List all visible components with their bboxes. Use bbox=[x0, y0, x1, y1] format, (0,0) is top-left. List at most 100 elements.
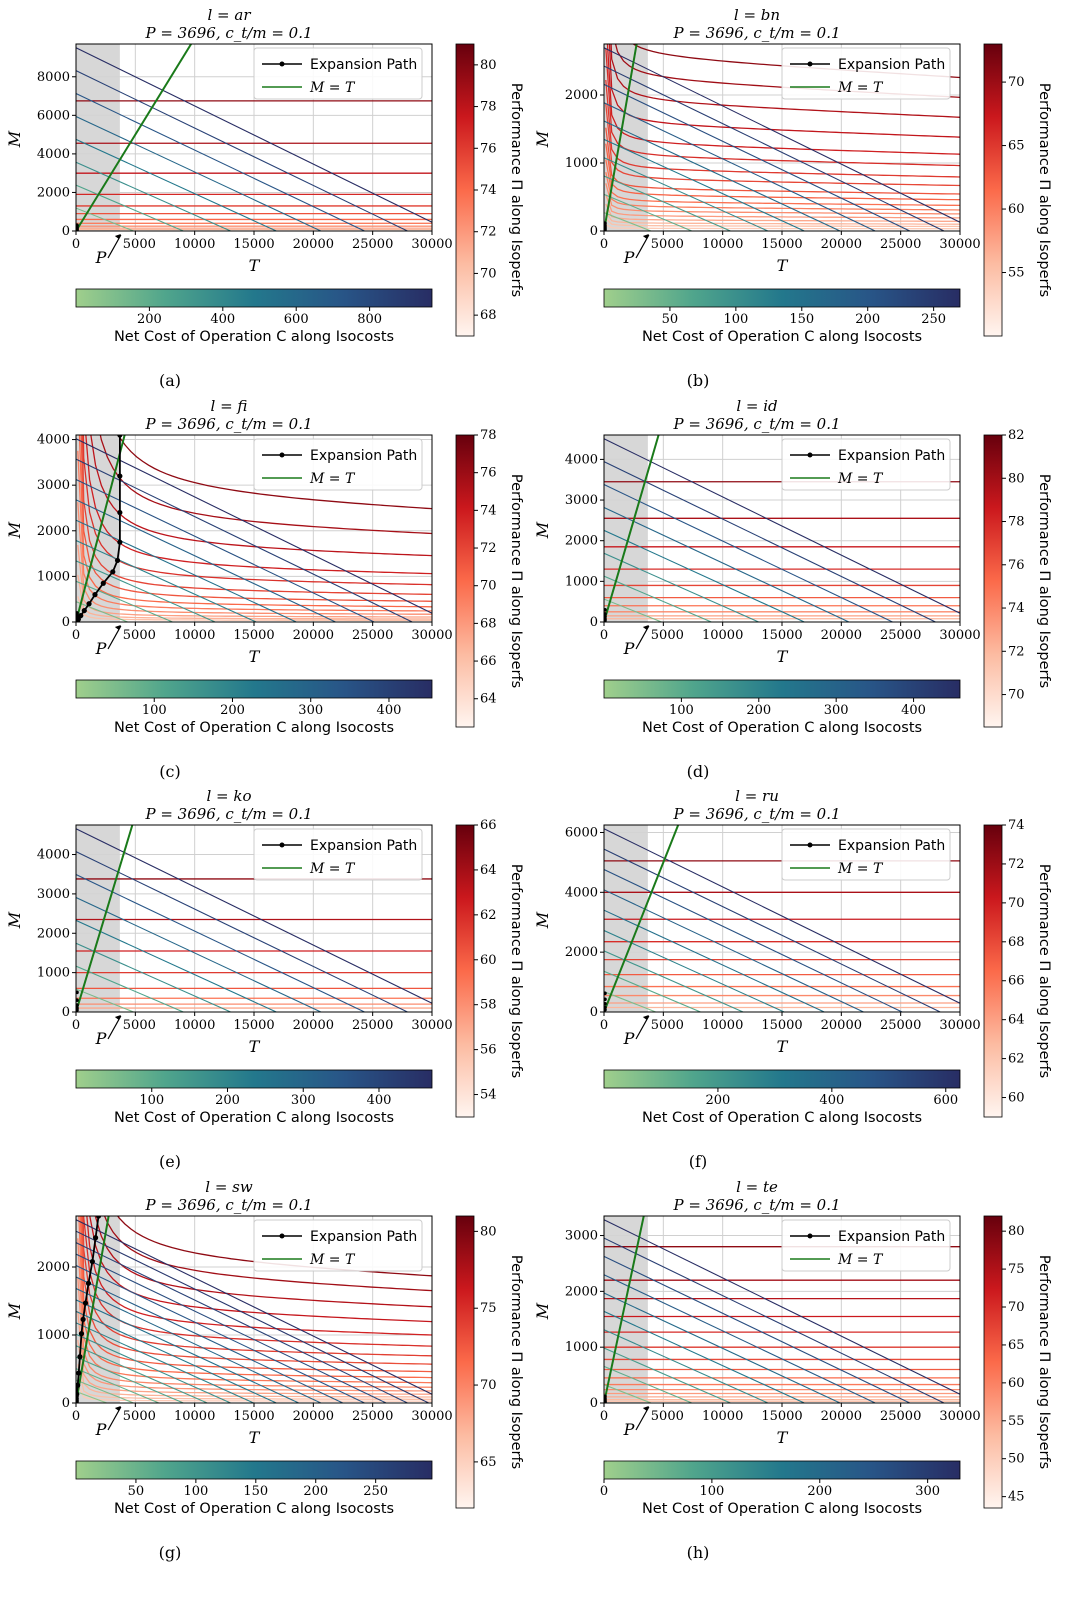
isocost-line bbox=[604, 1310, 805, 1403]
perf-tick-label: 70 bbox=[480, 579, 497, 594]
cost-colorbar-label: Net Cost of Operation C along Isocosts bbox=[114, 720, 394, 736]
perf-tick-label: 80 bbox=[1008, 1224, 1025, 1239]
axis-point bbox=[76, 228, 79, 231]
cost-colorbar bbox=[603, 679, 961, 699]
plot-subtitle: P = 3696, c_t/m = 0.1 bbox=[672, 415, 840, 433]
axis-point bbox=[604, 991, 607, 996]
x-tick-label: 30000 bbox=[411, 1018, 452, 1033]
x-tick-label: 10000 bbox=[174, 237, 215, 252]
x-axis-label: T bbox=[249, 647, 261, 666]
shaded-region bbox=[604, 435, 648, 622]
y-tick-label: 2000 bbox=[37, 1260, 70, 1275]
isocost-line bbox=[604, 930, 785, 1012]
cost-colorbar-label: Net Cost of Operation C along Isocosts bbox=[642, 720, 922, 736]
perf-colorbar bbox=[455, 43, 475, 337]
x-tick-label: 5000 bbox=[651, 1018, 684, 1033]
isoperf-line bbox=[605, 48, 960, 167]
expansion-point bbox=[78, 1331, 85, 1337]
x-tick-label: 5000 bbox=[123, 1409, 156, 1424]
subplot-f: l = ruP = 3696, c_t/m = 0.1 0 5000 10000 150… bbox=[533, 787, 1052, 1171]
perf-tick-label: 70 bbox=[1008, 1300, 1025, 1315]
perf-tick-label: 75 bbox=[480, 1301, 497, 1316]
isocost-line bbox=[76, 851, 408, 1012]
isocost-line bbox=[76, 47, 432, 223]
perf-tick-label: 60 bbox=[1008, 202, 1025, 217]
isocost-line bbox=[76, 458, 413, 622]
legend: Expansion Path M = T bbox=[253, 828, 423, 881]
perf-tick-label: 54 bbox=[480, 1088, 497, 1103]
x-tick-label: 30000 bbox=[939, 237, 980, 252]
isoperf-line bbox=[85, 435, 432, 575]
x-tick-label: 0 bbox=[72, 628, 80, 643]
perf-tick-label: 78 bbox=[480, 100, 497, 115]
isoperf-line bbox=[77, 502, 432, 615]
perf-colorbar bbox=[455, 1215, 475, 1509]
y-tick-label: 1000 bbox=[565, 574, 598, 589]
perf-colorbar-label: Performance Π along Isoperfs bbox=[508, 83, 524, 297]
expansion-point bbox=[76, 1382, 81, 1388]
x-axis-label: T bbox=[777, 1037, 789, 1056]
expansion-point bbox=[80, 1316, 86, 1322]
isocost-line bbox=[604, 950, 744, 1012]
isocost-line bbox=[604, 157, 769, 231]
y-tick-label: 0 bbox=[590, 615, 598, 630]
mt-line bbox=[76, 44, 192, 231]
subplot-a: l = arP = 3696, c_t/m = 0.1 0 5000 10000 150… bbox=[5, 6, 524, 390]
perf-tick-label: 56 bbox=[480, 1043, 497, 1058]
isocost-line bbox=[604, 1219, 960, 1395]
y-tick-label: 0 bbox=[590, 1396, 598, 1411]
perf-tick-label: 70 bbox=[1008, 896, 1025, 911]
isocost-line bbox=[76, 1368, 160, 1403]
isocost-line bbox=[76, 1379, 134, 1403]
legend-expansion-label: Expansion Path bbox=[838, 57, 945, 73]
isocost-line bbox=[604, 529, 805, 622]
isocost-line bbox=[76, 1242, 408, 1403]
y-axis-label: M bbox=[533, 521, 552, 539]
cost-tick-label: 400 bbox=[367, 1093, 392, 1108]
plot-subtitle: P = 3696, c_t/m = 0.1 bbox=[144, 24, 312, 42]
isoperf-line bbox=[610, 44, 960, 118]
y-tick-label: 0 bbox=[62, 1396, 70, 1411]
legend: Expansion Path M = T bbox=[781, 438, 951, 491]
legend-mt-label: M = T bbox=[837, 861, 884, 877]
cost-colorbar-label: Net Cost of Operation C along Isocosts bbox=[114, 1501, 394, 1517]
plot-title: l = te bbox=[736, 1178, 778, 1196]
perf-colorbar-label: Performance Π along Isoperfs bbox=[508, 474, 524, 688]
y-tick-label: 1000 bbox=[37, 966, 70, 981]
x-tick-label: 10000 bbox=[174, 1409, 215, 1424]
x-tick-label: 10000 bbox=[702, 628, 743, 643]
axis-point bbox=[604, 997, 607, 1002]
isocost-line bbox=[604, 848, 941, 1012]
cost-tick-label: 200 bbox=[807, 1484, 832, 1499]
perf-tick-label: 68 bbox=[480, 308, 497, 323]
x-tick-label: 0 bbox=[72, 1409, 80, 1424]
isoperf-line bbox=[77, 1276, 432, 1392]
x-tick-label: 10000 bbox=[702, 237, 743, 252]
y-tick-label: 2000 bbox=[565, 88, 598, 103]
y-axis-label: M bbox=[5, 1302, 24, 1320]
perf-tick-label: 70 bbox=[1008, 75, 1025, 90]
x-tick-label: 25000 bbox=[880, 1409, 921, 1424]
axis-point bbox=[76, 1003, 79, 1007]
legend-expansion-label: Expansion Path bbox=[310, 448, 417, 464]
legend: Expansion Path M = T bbox=[781, 47, 951, 100]
mt-line bbox=[604, 44, 638, 231]
p-arrowhead bbox=[642, 1015, 649, 1020]
cost-tick-label: 800 bbox=[357, 312, 382, 327]
x-tick-label: 0 bbox=[600, 1018, 608, 1033]
x-tick-label: 15000 bbox=[761, 237, 802, 252]
x-tick-label: 10000 bbox=[174, 1018, 215, 1033]
isocost-line bbox=[604, 970, 701, 1012]
perf-tick-label: 70 bbox=[480, 266, 497, 281]
perf-tick-label: 60 bbox=[1008, 1376, 1025, 1391]
cost-tick-label: 200 bbox=[706, 1093, 731, 1108]
subplot-d: l = idP = 3696, c_t/m = 0.10 5000 10000 150… bbox=[533, 397, 1052, 781]
isoperf-line bbox=[81, 435, 432, 596]
x-tick-label: 30000 bbox=[411, 237, 452, 252]
cost-colorbar bbox=[603, 1069, 961, 1089]
isocost-line bbox=[76, 1253, 387, 1403]
cost-tick-label: 400 bbox=[377, 703, 402, 718]
x-tick-label: 25000 bbox=[352, 1018, 393, 1033]
perf-tick-label: 68 bbox=[480, 616, 497, 631]
subplot-g: l = swP = 3696, c_t/m = 0.10 5000 10000 150… bbox=[5, 1178, 524, 1562]
